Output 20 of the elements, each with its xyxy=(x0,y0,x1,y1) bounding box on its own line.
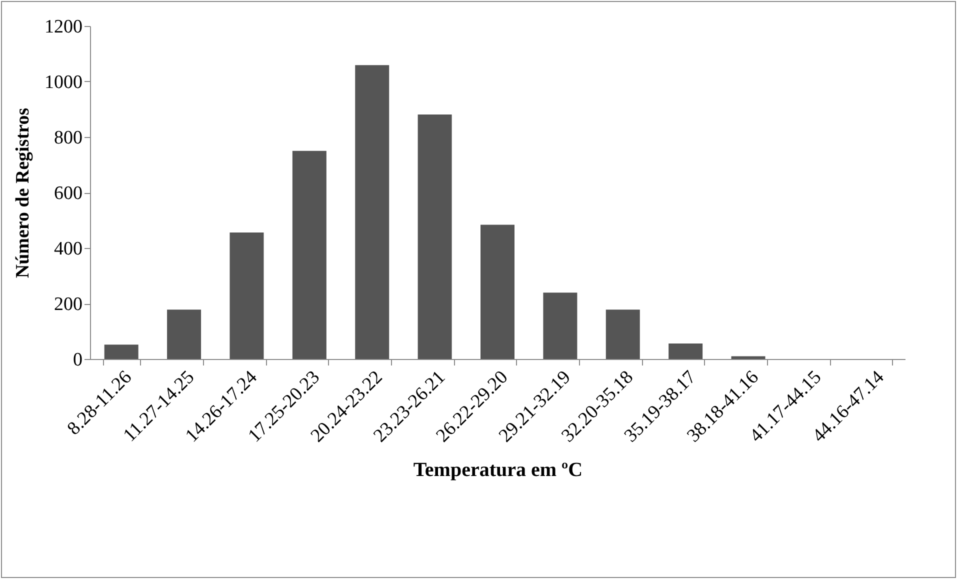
bar xyxy=(668,343,703,359)
bar xyxy=(355,65,390,359)
y-tick-label: 400 xyxy=(54,238,82,260)
y-tick-label: 800 xyxy=(54,128,82,148)
bar xyxy=(104,344,138,359)
bar xyxy=(418,114,452,359)
bar xyxy=(292,150,326,359)
y-tick-label: 1000 xyxy=(44,72,82,93)
bar xyxy=(543,292,578,359)
bar xyxy=(731,356,766,359)
bar xyxy=(167,310,202,359)
x-axis-title: Temperatura em ºC xyxy=(413,458,583,481)
bar xyxy=(480,224,514,359)
bar xyxy=(606,310,640,359)
y-axis-title: Número de Registros xyxy=(12,108,34,278)
y-tick-label: 200 xyxy=(54,294,82,315)
bar xyxy=(230,232,264,359)
y-tick-label: 1200 xyxy=(44,16,82,38)
y-tick-label: 0 xyxy=(73,350,82,370)
y-tick-label: 600 xyxy=(54,183,82,204)
